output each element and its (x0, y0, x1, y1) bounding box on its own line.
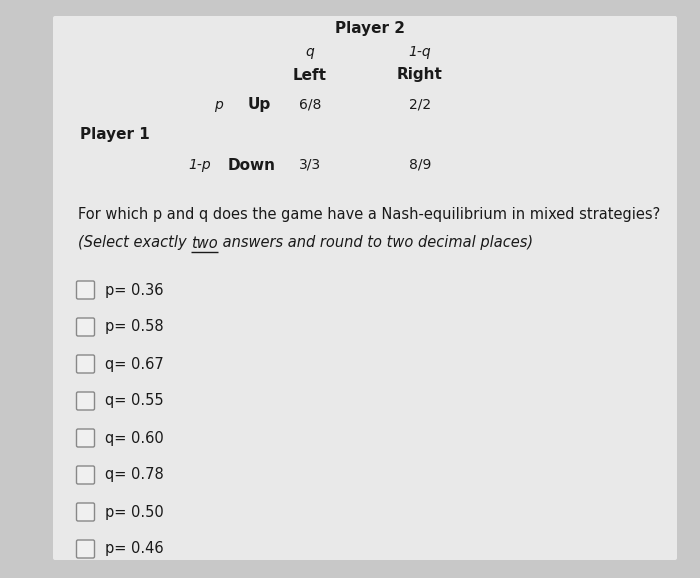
Text: 1-p: 1-p (189, 158, 211, 172)
Text: p= 0.58: p= 0.58 (105, 320, 164, 335)
FancyBboxPatch shape (76, 281, 94, 299)
Text: 3/3: 3/3 (299, 158, 321, 172)
FancyBboxPatch shape (76, 355, 94, 373)
Text: p= 0.46: p= 0.46 (105, 542, 164, 557)
Text: answers and round to two decimal places): answers and round to two decimal places) (218, 235, 533, 250)
Text: For which p and q does the game have a Nash-equilibrium in mixed strategies?: For which p and q does the game have a N… (78, 208, 660, 223)
Text: 2/2: 2/2 (409, 98, 431, 112)
Text: Up: Up (248, 98, 272, 113)
FancyBboxPatch shape (76, 392, 94, 410)
Text: q= 0.67: q= 0.67 (105, 357, 164, 372)
FancyBboxPatch shape (76, 503, 94, 521)
Text: q= 0.60: q= 0.60 (105, 431, 164, 446)
Text: q= 0.78: q= 0.78 (105, 468, 164, 483)
Text: p= 0.50: p= 0.50 (105, 505, 164, 520)
Text: p= 0.36: p= 0.36 (105, 283, 164, 298)
Text: Player 2: Player 2 (335, 20, 405, 35)
Text: 8/9: 8/9 (409, 158, 431, 172)
FancyBboxPatch shape (76, 318, 94, 336)
Text: 6/8: 6/8 (299, 98, 321, 112)
Text: (Select exactly: (Select exactly (78, 235, 191, 250)
Text: Right: Right (397, 68, 443, 83)
Text: q: q (306, 45, 314, 59)
Text: two: two (191, 235, 218, 250)
FancyBboxPatch shape (76, 429, 94, 447)
Text: Player 1: Player 1 (80, 128, 150, 143)
Text: 1-q: 1-q (409, 45, 431, 59)
FancyBboxPatch shape (53, 16, 677, 560)
Text: q= 0.55: q= 0.55 (105, 394, 164, 409)
Text: Left: Left (293, 68, 327, 83)
FancyBboxPatch shape (76, 540, 94, 558)
FancyBboxPatch shape (76, 466, 94, 484)
Text: Down: Down (228, 157, 276, 172)
Text: p: p (214, 98, 223, 112)
